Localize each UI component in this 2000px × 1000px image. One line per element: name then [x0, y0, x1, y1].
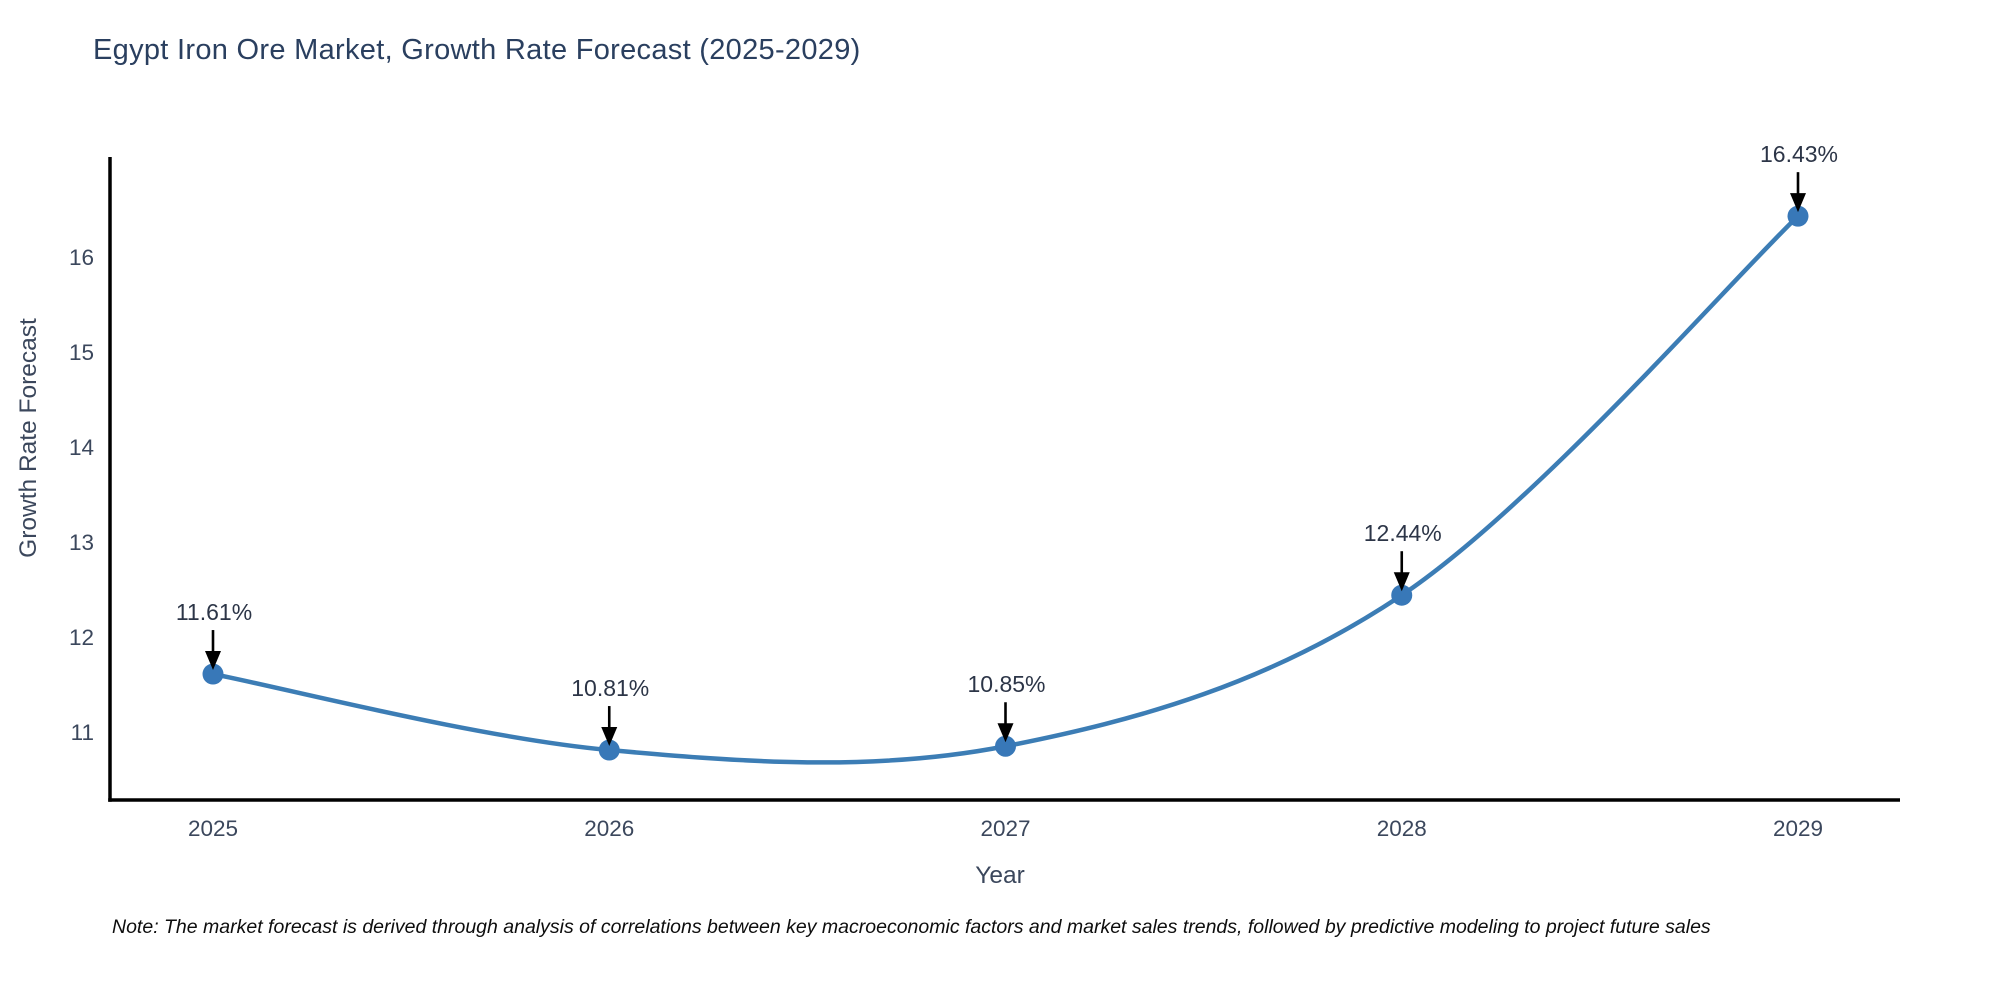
annotation-label: 10.85%	[967, 671, 1045, 697]
data-point-marker	[995, 735, 1016, 757]
footnote: Note: The market forecast is derived thr…	[112, 916, 1711, 938]
x-tick-label: 2026	[584, 816, 634, 841]
x-tick-label: 2029	[1773, 816, 1823, 841]
data-point-marker	[202, 663, 224, 685]
annotation-arrowhead	[1790, 193, 1806, 213]
y-tick-label: 11	[71, 720, 94, 745]
annotation-arrowhead	[997, 723, 1014, 743]
annotation-label: 16.43%	[1760, 141, 1838, 167]
axes-layer: 11 12 13 14 15 16 2025 2026 2027 2028 2029	[69, 157, 1900, 841]
y-tick-label: 16	[69, 245, 94, 270]
annotation-arrowhead	[1393, 572, 1410, 592]
x-tick-label: 2028	[1377, 816, 1427, 841]
x-tick-label: 2025	[188, 816, 238, 841]
y-axis-title: Growth Rate Forecast	[15, 318, 42, 558]
y-tick-label: 13	[69, 530, 94, 555]
data-point-marker	[598, 739, 620, 761]
forecast-line	[210, 213, 1801, 765]
annotation-label: 10.81%	[571, 675, 649, 701]
x-axis-title: Year	[975, 862, 1025, 889]
annotation-arrowhead	[601, 727, 618, 747]
annotation-arrowhead	[205, 651, 221, 671]
data-point-marker	[1391, 584, 1413, 606]
chart-title: Egypt Iron Ore Market, Growth Rate Forec…	[93, 34, 861, 66]
series-layer	[202, 205, 1809, 765]
x-tick-label: 2027	[980, 816, 1030, 841]
annotation-layer: 11.61% 10.81% 10.85% 12.44% 16.43%	[176, 141, 1838, 747]
annotation-label: 12.44%	[1364, 520, 1442, 546]
y-tick-label: 12	[69, 625, 94, 650]
data-point-marker	[1787, 205, 1809, 227]
y-tick-label: 15	[69, 340, 94, 365]
annotation-label: 11.61%	[176, 599, 252, 625]
y-tick-label: 14	[69, 435, 94, 460]
